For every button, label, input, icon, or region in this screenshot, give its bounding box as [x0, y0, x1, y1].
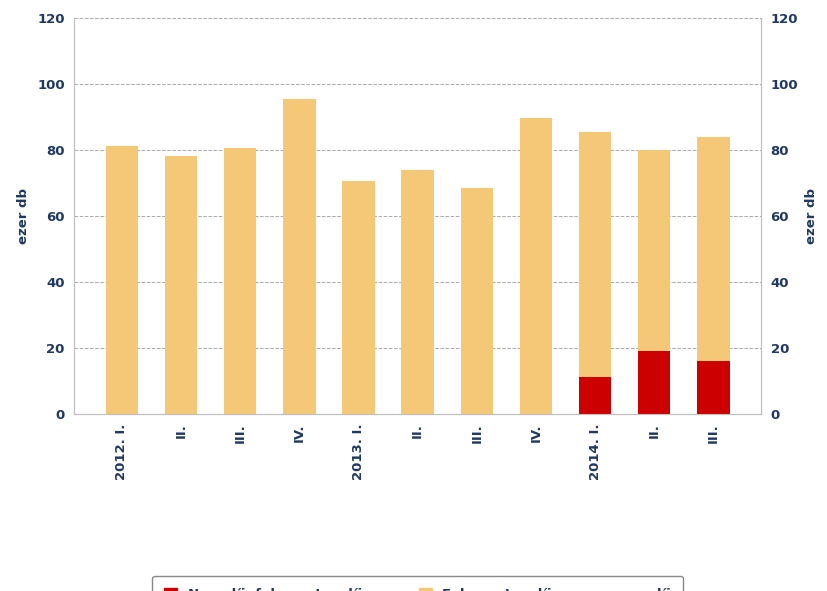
Bar [342, 181, 375, 414]
Bar [579, 132, 611, 378]
Bar [224, 148, 256, 414]
Bar [461, 188, 493, 414]
Y-axis label: ezer db: ezer db [17, 188, 30, 243]
Bar [519, 118, 552, 414]
Bar [165, 157, 198, 414]
Bar [579, 378, 611, 414]
Bar [283, 99, 316, 414]
Bar [697, 137, 729, 361]
Y-axis label: ezer db: ezer db [805, 188, 818, 243]
Legend: Nyugdíj, folyamatos díjas, Folyamatos díjas, nem nyugdíj: Nyugdíj, folyamatos díjas, Folyamatos dí… [152, 576, 683, 591]
Bar [106, 147, 138, 414]
Bar [401, 170, 434, 414]
Bar [697, 361, 729, 414]
Bar [638, 150, 671, 351]
Bar [638, 351, 671, 414]
